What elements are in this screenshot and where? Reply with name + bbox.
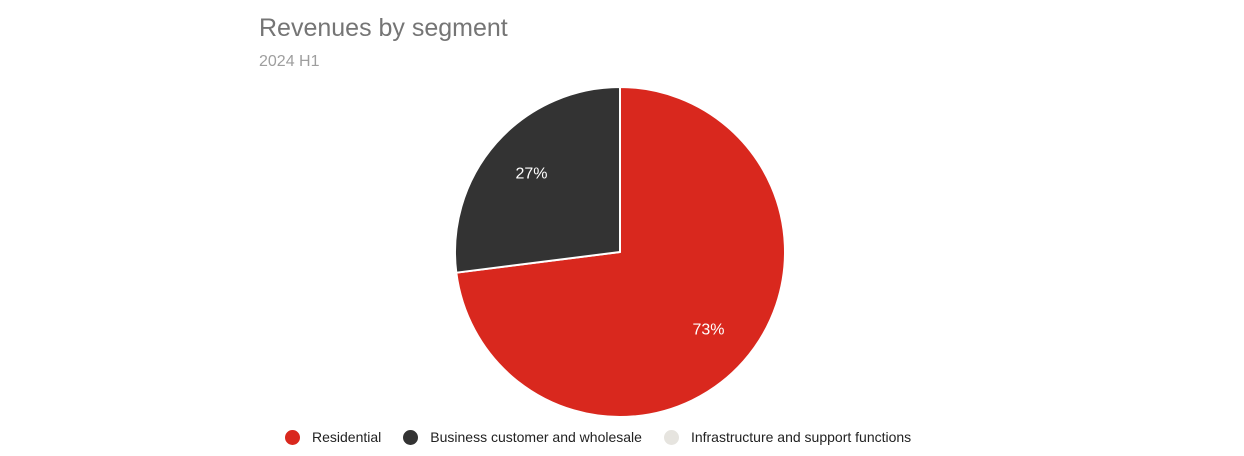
chart-subtitle: 2024 H1	[259, 53, 320, 70]
chart-title: Revenues by segment	[259, 14, 508, 42]
legend-label-business: Business customer and wholesale	[430, 429, 642, 445]
slice-value-label-1: 73%	[692, 322, 724, 339]
legend-item-infrastructure[interactable]: Infrastructure and support functions	[663, 429, 912, 445]
legend-swatch-business	[403, 429, 419, 445]
legend-swatch-infrastructure	[663, 429, 679, 445]
legend-label-infrastructure: Infrastructure and support functions	[690, 429, 912, 445]
chart-legend: Residential Business customer and wholes…	[285, 429, 911, 445]
legend-item-residential[interactable]: Residential	[285, 429, 381, 445]
legend-item-business[interactable]: Business customer and wholesale	[403, 429, 642, 445]
legend-swatch-residential	[285, 429, 300, 445]
pie-chart: 73% 27%	[453, 86, 786, 418]
legend-label-residential: Residential	[312, 429, 382, 445]
slice-value-label-2: 27%	[515, 166, 547, 183]
pie-slice-2[interactable]	[453, 86, 621, 274]
